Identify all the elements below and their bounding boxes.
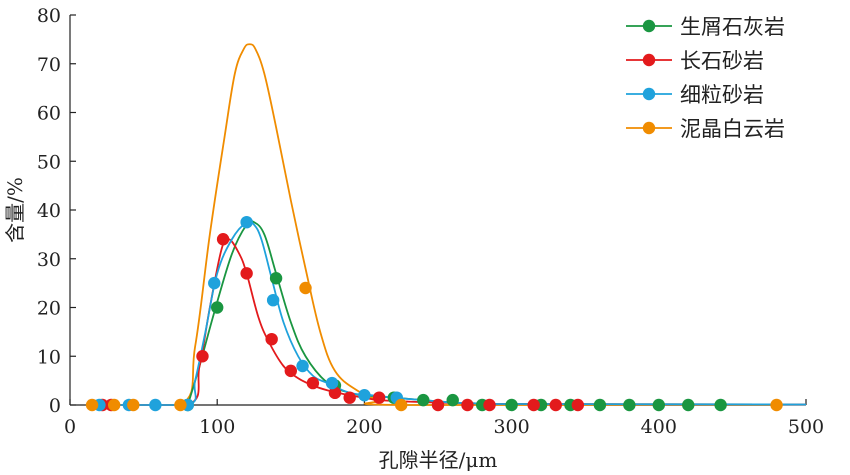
data-point — [306, 376, 320, 390]
y-tick-label: 60 — [37, 103, 61, 125]
data-point — [770, 398, 783, 412]
data-point — [417, 393, 430, 407]
data-point — [296, 359, 309, 373]
data-point — [571, 398, 585, 412]
data-point — [714, 398, 727, 412]
data-point — [240, 215, 253, 229]
data-point — [208, 276, 221, 290]
y-tick-label: 30 — [37, 249, 61, 271]
series-line — [92, 43, 777, 406]
data-point — [284, 364, 297, 378]
y-tick-label: 70 — [37, 54, 61, 76]
y-tick-label: 80 — [37, 5, 61, 27]
legend-marker — [642, 87, 656, 101]
data-point — [211, 301, 224, 314]
data-point — [299, 281, 312, 295]
y-tick-label: 20 — [37, 298, 61, 320]
data-point — [593, 398, 607, 412]
data-point — [265, 332, 278, 346]
data-point — [269, 272, 283, 285]
legend-label: 长石砂岩 — [680, 49, 764, 73]
legend-label: 泥晶白云岩 — [680, 117, 785, 141]
data-point — [343, 391, 356, 404]
x-tick-label: 0 — [64, 416, 76, 438]
y-tick-label: 50 — [37, 151, 61, 173]
legend-marker — [642, 121, 656, 135]
data-point — [623, 398, 636, 412]
y-axis-title: 含量/% — [3, 177, 27, 243]
data-point — [527, 398, 540, 412]
axes: 0 10 20 30 40 50 60 70 80 0 100 200 300 400 500 — [37, 5, 824, 438]
legend-marker — [642, 53, 656, 67]
y-tick-label: 0 — [49, 395, 61, 417]
x-tick-label: 100 — [199, 416, 235, 438]
data-point — [266, 293, 280, 307]
data-point — [372, 391, 386, 404]
data-point — [682, 398, 695, 412]
data-point — [446, 393, 459, 407]
data-point — [549, 398, 562, 412]
data-point — [358, 389, 371, 402]
y-tick-label: 10 — [37, 346, 61, 368]
x-tick-label: 300 — [493, 416, 529, 438]
data-point — [216, 233, 230, 246]
series-points — [85, 215, 783, 412]
legend-marker — [642, 19, 656, 33]
data-point — [461, 398, 474, 412]
data-point — [196, 350, 209, 363]
data-point — [240, 267, 253, 280]
data-point — [431, 398, 445, 412]
x-tick-label: 400 — [641, 416, 677, 438]
data-point — [395, 398, 408, 412]
x-tick-label: 500 — [788, 416, 824, 438]
data-point — [505, 398, 518, 412]
data-point — [328, 386, 342, 400]
data-point — [483, 398, 496, 412]
legend-label: 生屑石灰岩 — [680, 15, 785, 39]
legend-label: 细粒砂岩 — [680, 83, 764, 107]
y-tick-label: 40 — [37, 200, 61, 222]
x-axis-title: 孔隙半径/μm — [379, 448, 498, 472]
x-tick-label: 200 — [346, 416, 382, 438]
data-point — [149, 398, 162, 412]
data-point — [85, 398, 99, 412]
data-point — [174, 398, 187, 412]
data-point — [325, 376, 339, 390]
data-point — [652, 398, 665, 412]
data-point — [107, 398, 121, 412]
data-point — [127, 398, 140, 412]
